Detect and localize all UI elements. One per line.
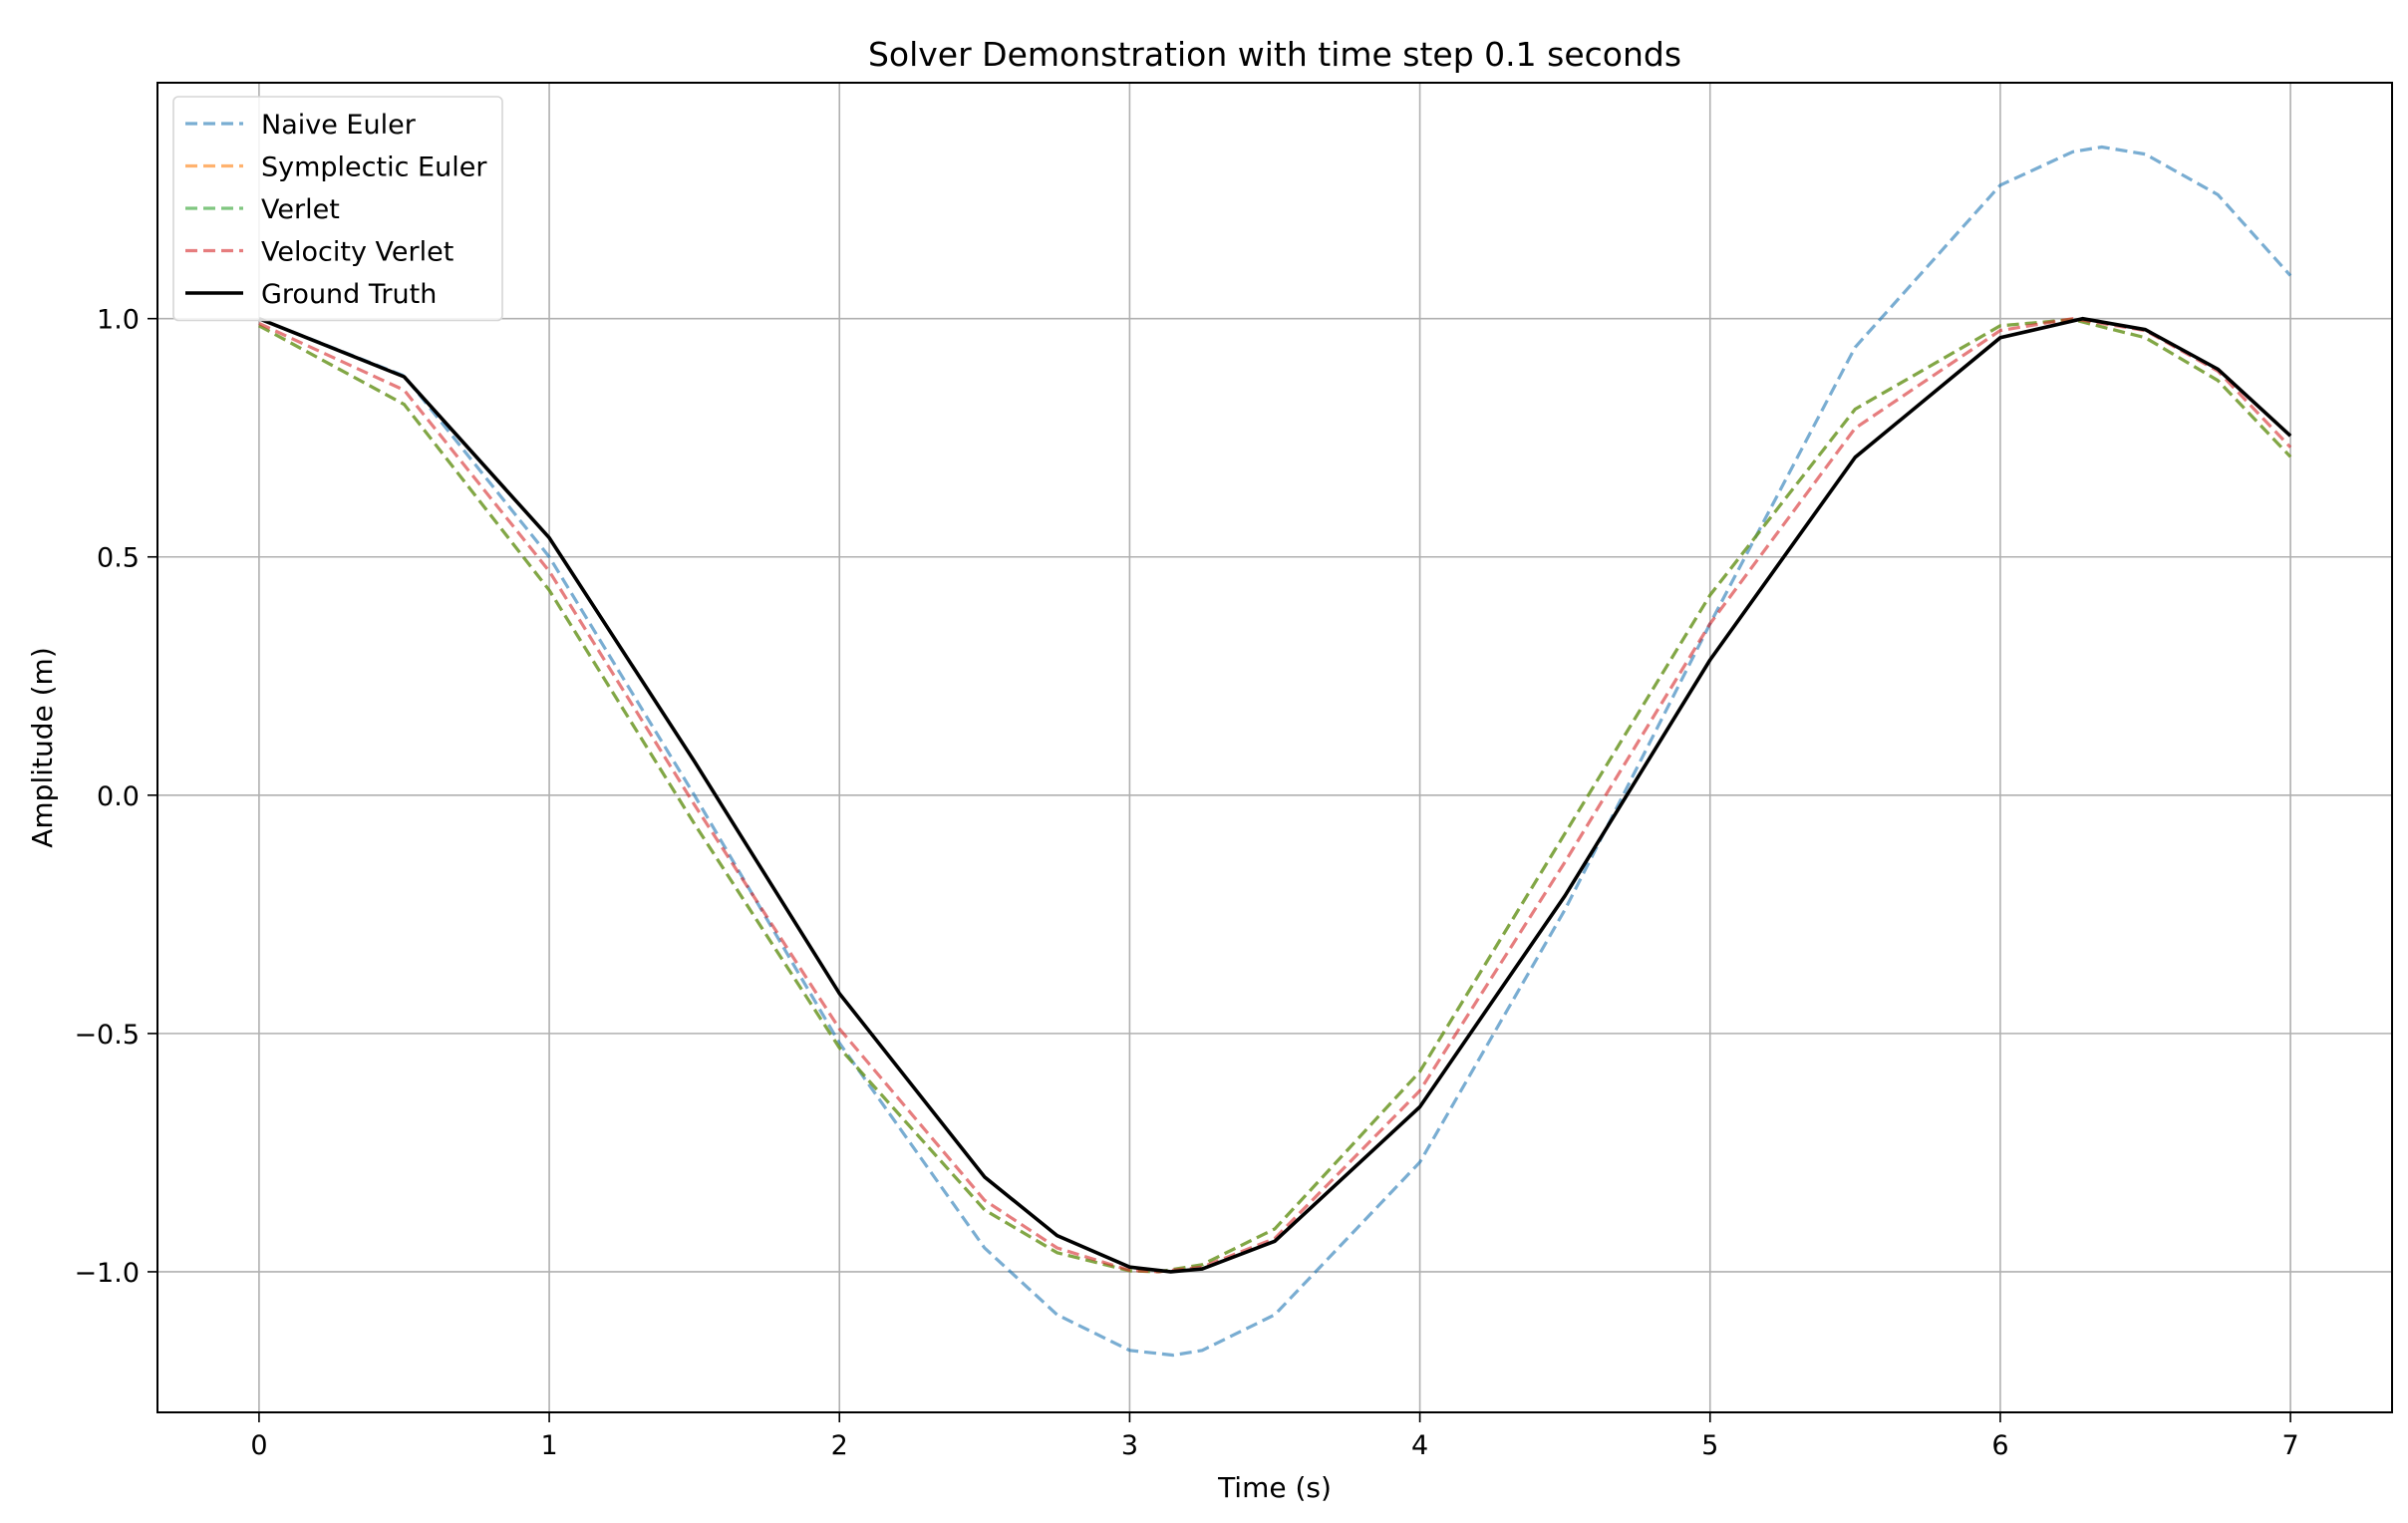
y-tick-label: −1.0 xyxy=(74,1258,140,1289)
y-tick-label: 0.5 xyxy=(97,543,140,574)
legend-box xyxy=(172,96,503,322)
x-tick-label: 0 xyxy=(250,1430,267,1461)
series-line-ground-truth xyxy=(258,316,2292,1274)
legend-label-symplectic-euler: Symplectic Euler xyxy=(261,152,487,183)
x-tick-label: 2 xyxy=(831,1430,848,1461)
y-tick-label: 0.0 xyxy=(97,781,140,812)
plot-area-frame xyxy=(156,82,2393,1413)
x-tick-label: 1 xyxy=(540,1430,557,1461)
grid-lines xyxy=(157,83,2392,1412)
y-tick-label: 1.0 xyxy=(97,305,140,336)
legend-label-ground-truth: Ground Truth xyxy=(261,279,437,310)
axis-ticks: 0 1 2 3 4 5 6 7 1.0 0.5 0.0 −0.5 −1.0 xyxy=(74,305,2298,1461)
legend: Naive Euler Symplectic Euler Verlet Velocit… xyxy=(172,96,503,322)
legend-label-verlet: Verlet xyxy=(261,194,340,225)
x-tick-label: 6 xyxy=(1991,1430,2008,1461)
x-tick-label: 3 xyxy=(1121,1430,1138,1461)
y-axis-label: Amplitude (m) xyxy=(26,647,59,848)
series-line-naive-euler xyxy=(258,145,2292,1358)
series-line-verlet xyxy=(258,318,2292,1274)
x-axis-label: Time (s) xyxy=(1217,1471,1332,1504)
x-tick-label: 5 xyxy=(1701,1430,1718,1461)
legend-label-naive-euler: Naive Euler xyxy=(261,110,417,141)
series-line-velocity-verlet xyxy=(258,317,2292,1274)
y-tick-label: −0.5 xyxy=(74,1020,140,1051)
chart-title: Solver Demonstration with time step 0.1 … xyxy=(868,35,1681,74)
series-lines xyxy=(258,145,2292,1358)
legend-label-velocity-verlet: Velocity Verlet xyxy=(261,237,453,268)
x-tick-label: 7 xyxy=(2281,1430,2298,1461)
x-tick-label: 4 xyxy=(1411,1430,1428,1461)
